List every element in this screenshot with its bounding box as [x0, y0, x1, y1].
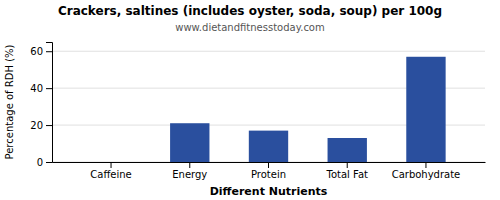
y-tick: 0	[37, 157, 52, 168]
y-tick-mark	[46, 162, 52, 163]
bar	[406, 57, 445, 162]
y-tick-mark	[46, 125, 52, 126]
x-tick-mark	[425, 162, 426, 168]
x-tick: Caffeine	[90, 162, 131, 180]
x-tick: Total Fat	[326, 162, 368, 180]
grid-line	[52, 51, 485, 52]
bar	[249, 131, 288, 162]
y-tick-label: 40	[30, 83, 43, 94]
x-tick-label: Energy	[172, 169, 207, 180]
x-tick-mark	[111, 162, 112, 168]
y-axis-title: Percentage of RDH (%)	[4, 44, 15, 159]
x-tick: Carbohydrate	[392, 162, 461, 180]
y-tick: 20	[30, 120, 52, 131]
chart: Crackers, saltines (includes oyster, sod…	[0, 0, 500, 200]
y-tick-mark	[46, 51, 52, 52]
x-tick: Protein	[251, 162, 286, 180]
x-tick-label: Carbohydrate	[392, 169, 461, 180]
x-tick: Energy	[172, 162, 207, 180]
x-tick-mark	[189, 162, 190, 168]
bar	[170, 123, 209, 162]
x-axis: Caffeine Energy Protein Total Fat Carbohydra…	[53, 162, 486, 180]
x-tick-label: Total Fat	[326, 169, 368, 180]
subtitle: www.dietandfitnesstoday.com	[175, 22, 324, 33]
grid	[52, 51, 485, 162]
bar	[328, 138, 367, 162]
x-tick-label: Protein	[251, 169, 286, 180]
y-tick-label: 0	[37, 157, 43, 168]
y-tick: 40	[30, 83, 52, 94]
y-axis-line	[46, 43, 53, 163]
y-tick: 60	[30, 46, 52, 57]
title: Crackers, saltines (includes oyster, sod…	[58, 4, 442, 18]
x-axis-title: Different Nutrients	[210, 185, 328, 198]
x-tick-mark	[347, 162, 348, 168]
bar	[91, 162, 130, 163]
y-tick-label: 60	[30, 46, 43, 57]
x-tick-label: Caffeine	[90, 169, 131, 180]
x-tick-mark	[268, 162, 269, 168]
y-tick-label: 20	[30, 120, 43, 131]
y-axis: 0 20 40 60	[30, 43, 52, 168]
y-tick-mark	[46, 88, 52, 89]
bars	[170, 57, 446, 162]
